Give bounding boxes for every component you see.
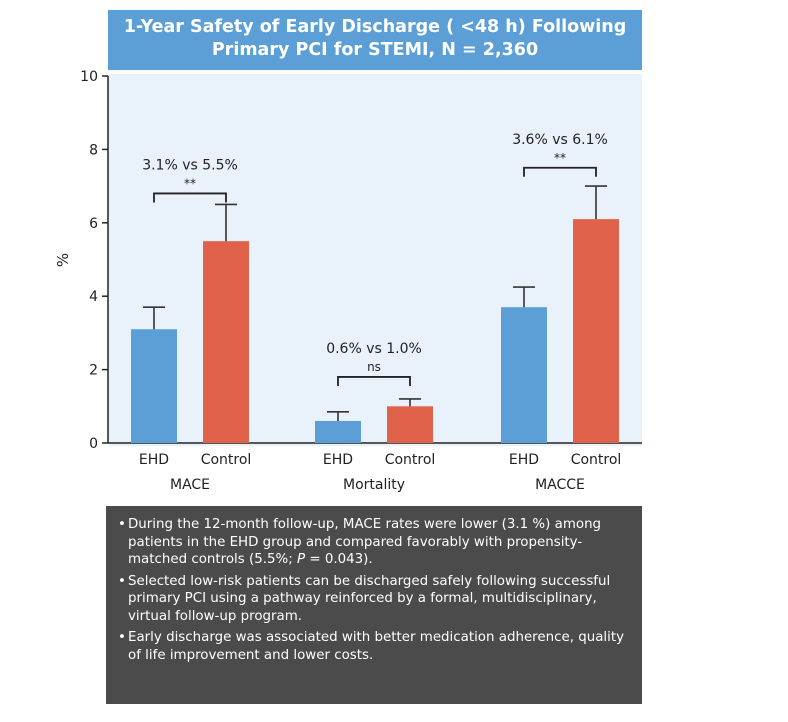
bar-ehd-mortality xyxy=(315,420,361,443)
significance-bracket xyxy=(153,192,227,203)
category-label-mortality: Mortality xyxy=(343,477,405,493)
summary-bullet-3-text: Early discharge was associated with bett… xyxy=(128,630,625,663)
series-label-ehd: EHD xyxy=(139,452,169,468)
comparison-label: 3.6% vs 6.1% xyxy=(512,132,608,148)
chart-title-line-1: 1-Year Safety of Early Discharge ( <48 h… xyxy=(123,17,627,37)
y-tick-label: 4 xyxy=(89,289,98,305)
chart-title-line-2: Primary PCI for STEMI, N = 2,360 xyxy=(211,40,539,60)
y-tick-label: 6 xyxy=(89,216,98,232)
significance-marker: ** xyxy=(184,176,196,190)
y-tick-label: 10 xyxy=(80,69,98,85)
bar-ehd-mace xyxy=(131,329,177,443)
y-tick-label: 2 xyxy=(89,363,98,379)
chart-title: 1-Year Safety of Early Discharge ( <48 h… xyxy=(108,10,642,70)
y-tick-label: 0 xyxy=(89,436,98,452)
comparison-label: 0.6% vs 1.0% xyxy=(326,341,422,357)
summary-bullet-2-text: Selected low-risk patients can be discha… xyxy=(128,573,611,624)
category-label-macce: MACCE xyxy=(535,477,585,493)
significance-bracket xyxy=(523,166,597,177)
bar-ehd-macce xyxy=(501,307,547,443)
summary-bullet-2: Selected low-risk patients can be discha… xyxy=(118,573,632,626)
summary-box: During the 12-month follow-up, MACE rate… xyxy=(106,506,642,704)
comparison-label: 3.1% vs 5.5% xyxy=(142,157,238,173)
bar-control-mace xyxy=(203,241,249,443)
significance-bracket xyxy=(337,376,411,386)
series-label-ehd: EHD xyxy=(509,452,539,468)
category-label-mace: MACE xyxy=(170,477,210,493)
bar-control-macce xyxy=(573,219,619,443)
summary-bullet-1: During the 12-month follow-up, MACE rate… xyxy=(118,516,632,569)
series-label-control: Control xyxy=(571,452,622,468)
significance-marker: ** xyxy=(554,151,566,165)
series-label-control: Control xyxy=(201,452,252,468)
y-tick-label: 8 xyxy=(89,142,98,158)
plot-area xyxy=(108,74,642,446)
series-label-ehd: EHD xyxy=(323,452,353,468)
series-label-control: Control xyxy=(385,452,436,468)
significance-marker: ns xyxy=(367,360,381,374)
summary-bullet-1-text: During the 12-month follow-up, MACE rate… xyxy=(128,517,602,567)
bar-control-mortality xyxy=(387,406,433,443)
summary-bullet-3: Early discharge was associated with bett… xyxy=(118,629,632,664)
y-axis-label: % xyxy=(54,253,72,267)
